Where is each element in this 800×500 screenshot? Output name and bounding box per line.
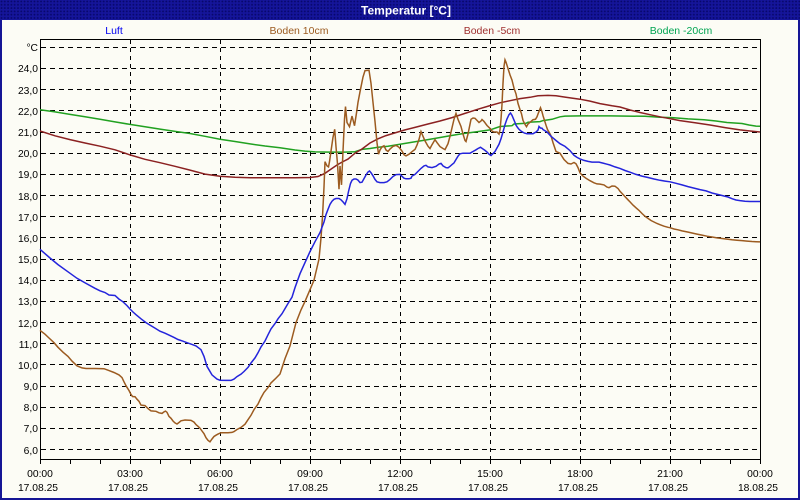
- svg-text:14,0: 14,0: [18, 276, 38, 287]
- svg-text:21:00: 21:00: [657, 469, 683, 480]
- svg-text:6,0: 6,0: [24, 446, 39, 457]
- svg-text:11,0: 11,0: [19, 340, 39, 351]
- svg-text:17.08.25: 17.08.25: [288, 483, 328, 494]
- svg-text:12,0: 12,0: [18, 319, 38, 330]
- svg-text:20,0: 20,0: [18, 149, 38, 160]
- svg-text:17.08.25: 17.08.25: [18, 483, 58, 494]
- svg-text:17.08.25: 17.08.25: [198, 483, 238, 494]
- svg-text:9,0: 9,0: [24, 382, 39, 393]
- svg-text:18:00: 18:00: [567, 469, 593, 480]
- svg-text:03:00: 03:00: [117, 469, 143, 480]
- svg-text:23,0: 23,0: [18, 86, 38, 97]
- svg-text:17.08.25: 17.08.25: [468, 483, 508, 494]
- svg-text:17.08.25: 17.08.25: [378, 483, 418, 494]
- svg-text:15,0: 15,0: [18, 255, 38, 266]
- svg-text:Boden -5cm: Boden -5cm: [464, 25, 521, 37]
- svg-text:17.08.25: 17.08.25: [108, 483, 148, 494]
- svg-text:16,0: 16,0: [18, 234, 38, 245]
- svg-text:8,0: 8,0: [24, 403, 39, 414]
- svg-text:22,0: 22,0: [18, 107, 38, 118]
- svg-text:17,0: 17,0: [18, 213, 38, 224]
- svg-text:7,0: 7,0: [24, 424, 39, 435]
- svg-text:18,0: 18,0: [18, 192, 38, 203]
- svg-text:13,0: 13,0: [18, 297, 38, 308]
- svg-text:Temperatur [°C]: Temperatur [°C]: [361, 4, 451, 18]
- svg-text:°C: °C: [26, 43, 38, 54]
- svg-text:Luft: Luft: [105, 25, 123, 37]
- svg-text:21,0: 21,0: [18, 128, 38, 139]
- svg-text:06:00: 06:00: [207, 469, 233, 480]
- svg-text:12:00: 12:00: [387, 469, 413, 480]
- svg-text:00:00: 00:00: [747, 469, 773, 480]
- svg-text:19,0: 19,0: [18, 170, 38, 181]
- svg-text:24,0: 24,0: [18, 64, 38, 75]
- svg-text:Boden 10cm: Boden 10cm: [270, 25, 329, 37]
- svg-text:00:00: 00:00: [27, 469, 53, 480]
- svg-text:10,0: 10,0: [18, 361, 38, 372]
- svg-text:09:00: 09:00: [297, 469, 323, 480]
- svg-text:Boden -20cm: Boden -20cm: [650, 25, 713, 37]
- svg-text:18.08.25: 18.08.25: [738, 483, 778, 494]
- svg-text:15:00: 15:00: [477, 469, 503, 480]
- svg-text:17.08.25: 17.08.25: [648, 483, 688, 494]
- svg-text:17.08.25: 17.08.25: [558, 483, 598, 494]
